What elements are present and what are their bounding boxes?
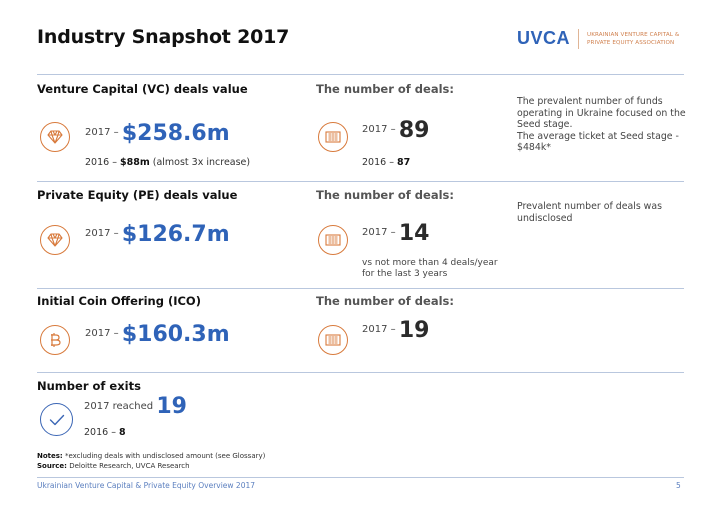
vc-note-line: Seed stage. — [517, 119, 573, 131]
vc-prev-note: (almost 3x increase) — [152, 157, 251, 168]
vc-note: The prevalent number of funds operating … — [517, 96, 687, 154]
ico-value: $160.3m — [121, 322, 230, 347]
check-icon — [40, 403, 73, 436]
source-text: Deloitte Research, UVCA Research — [69, 461, 190, 470]
vc-value-line: 2017 – $258.6m — [85, 121, 230, 146]
uvca-logo: UVCA UKRAINIAN VENTURE CAPITAL & PRIVATE… — [517, 28, 679, 49]
divider-top — [37, 74, 684, 75]
pe-deals-note-line1: vs not more than 4 deals/year — [362, 258, 498, 268]
ico-year-label: 2017 – — [85, 328, 119, 339]
pe-value: $126.7m — [121, 222, 230, 247]
exits-year-label: 2017 reached — [84, 401, 154, 412]
bitcoin-icon — [40, 325, 70, 355]
exits-prev-label: 2016 – — [84, 427, 116, 438]
logo-text-line2: PRIVATE EQUITY ASSOCIATION — [587, 39, 675, 46]
divider-vc — [37, 181, 684, 182]
exits-prev-line: 2016 – 8 — [84, 427, 126, 438]
pe-section-title: Private Equity (PE) deals value — [37, 188, 238, 202]
pe-deals-year-label: 2017 – — [362, 227, 396, 238]
divider-ico — [37, 372, 684, 373]
flag-icon — [318, 225, 348, 255]
vc-note-line: $484k* — [517, 142, 551, 154]
logo-mark: UVCA — [517, 28, 571, 48]
ico-section-title: Initial Coin Offering (ICO) — [37, 294, 201, 308]
pe-deals-note: vs not more than 4 deals/year for the la… — [362, 258, 498, 280]
page-number: 5 — [676, 481, 681, 490]
diamond-icon — [40, 122, 70, 152]
vc-prev-year-label: 2016 – — [85, 157, 117, 168]
pe-deals-line: 2017 – 14 — [362, 221, 429, 246]
ico-deals-title: The number of deals: — [316, 294, 454, 308]
vc-note-line: The prevalent number of funds — [517, 96, 663, 107]
exits-prev-value: 8 — [118, 427, 126, 438]
divider-pe — [37, 288, 684, 289]
vc-deals-prev-label: 2016 – — [362, 157, 394, 168]
vc-note-line: operating in Ukraine focused on the — [517, 107, 686, 119]
exits-value: 19 — [156, 394, 187, 419]
footer-text: Ukrainian Venture Capital & Private Equi… — [37, 481, 256, 490]
ico-deals-line: 2017 – 19 — [362, 318, 429, 343]
pe-note-line1: Prevalent number of deals was — [517, 201, 662, 212]
vc-deals-title: The number of deals: — [316, 82, 454, 96]
pe-note-line2: undisclosed — [517, 212, 573, 224]
exits-value-line: 2017 reached 19 — [84, 394, 187, 419]
pe-deals-title: The number of deals: — [316, 188, 454, 202]
vc-deals-prev-value: 87 — [396, 157, 411, 168]
vc-prev-line: 2016 – $88m (almost 3x increase) — [85, 157, 250, 168]
logo-text: UKRAINIAN VENTURE CAPITAL & PRIVATE EQUI… — [587, 31, 679, 47]
logo-divider — [578, 28, 580, 49]
ico-deals-year-label: 2017 – — [362, 324, 396, 335]
vc-note-line: The average ticket at Seed stage - — [517, 130, 679, 142]
flag-icon — [318, 122, 348, 152]
vc-deals-year-label: 2017 – — [362, 124, 396, 135]
source-line: Source: Deloitte Research, UVCA Research — [37, 462, 265, 472]
notes-text: *excluding deals with undisclosed amount… — [64, 452, 266, 460]
notes-line: Notes: *excluding deals with undisclosed… — [37, 452, 265, 462]
divider-footer — [37, 477, 684, 478]
page-title: Industry Snapshot 2017 — [37, 26, 290, 48]
vc-deals-value: 89 — [398, 118, 430, 143]
pe-year-label: 2017 – — [85, 228, 119, 239]
pe-note: Prevalent number of deals was undisclose… — [517, 201, 687, 224]
vc-value: $258.6m — [121, 121, 230, 146]
flag-icon — [318, 325, 348, 355]
pe-value-line: 2017 – $126.7m — [85, 222, 230, 247]
vc-year-label: 2017 – — [85, 127, 119, 138]
vc-deals-line: 2017 – 89 — [362, 118, 429, 143]
pe-deals-note-line2: for the last 3 years — [362, 269, 448, 279]
ico-value-line: 2017 – $160.3m — [85, 322, 230, 347]
source-label: Source: — [37, 461, 67, 470]
vc-section-title: Venture Capital (VC) deals value — [37, 82, 248, 96]
vc-prev-value: $88m — [119, 157, 150, 168]
notes-block: Notes: *excluding deals with undisclosed… — [37, 452, 265, 471]
logo-text-line1: UKRAINIAN VENTURE CAPITAL & — [587, 31, 680, 38]
exits-section-title: Number of exits — [37, 379, 141, 393]
ico-deals-value: 19 — [398, 318, 430, 343]
vc-deals-prev-line: 2016 – 87 — [362, 157, 410, 168]
notes-label: Notes: — [37, 452, 63, 460]
diamond-icon — [40, 225, 70, 255]
pe-deals-value: 14 — [398, 221, 430, 246]
